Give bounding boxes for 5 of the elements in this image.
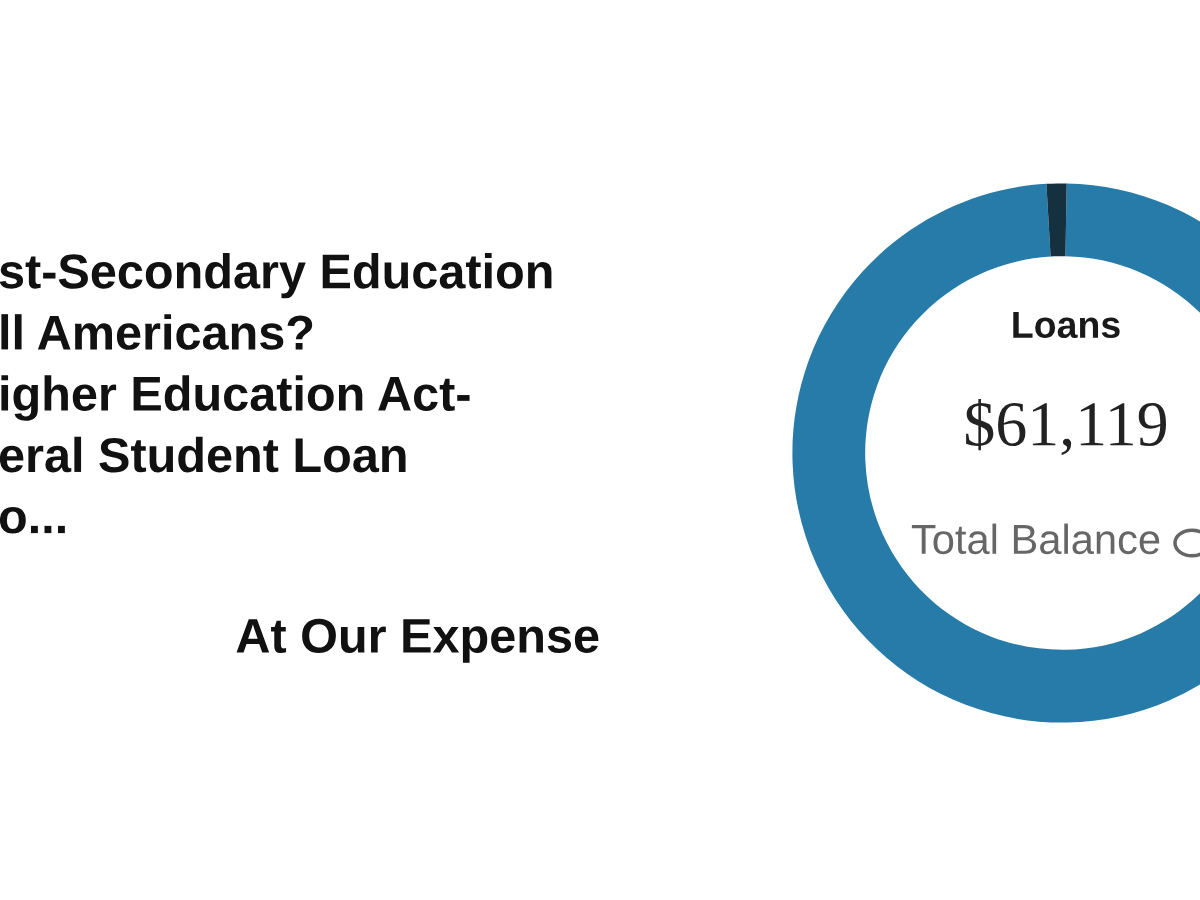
text: st-Secondary Education ll Americans? igher Education Act- eral Student Loan o... xyxy=(0,253,552,534)
text: Loans xyxy=(1013,311,1120,339)
text: $61,119 xyxy=(966,399,1167,456)
text: At Our Expense xyxy=(236,618,599,663)
text: Total Balance xyxy=(911,523,1160,555)
